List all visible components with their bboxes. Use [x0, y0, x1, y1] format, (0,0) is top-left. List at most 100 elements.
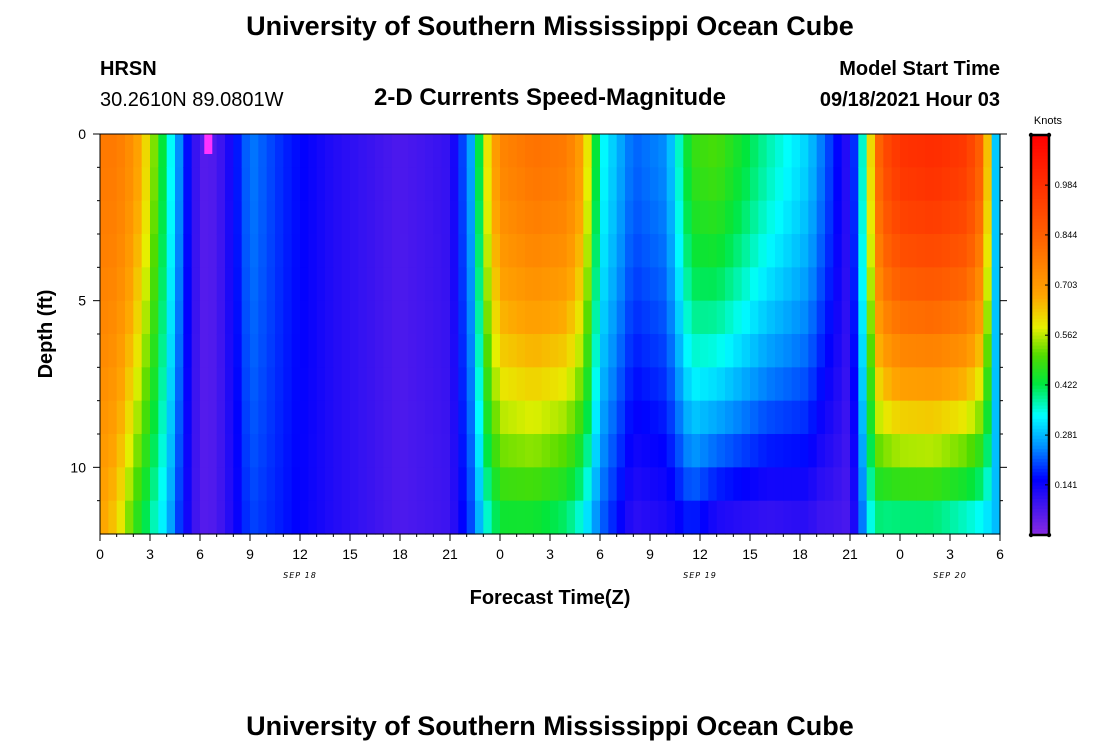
- heatmap-cell: [625, 234, 634, 268]
- colorbar-tick-label: 0.984: [1055, 180, 1078, 190]
- heatmap-cell: [100, 400, 109, 435]
- colorbar-segment: [1031, 401, 1049, 406]
- heatmap-cell: [950, 500, 959, 535]
- heatmap-cell: [866, 434, 876, 468]
- heatmap-cell: [225, 200, 234, 235]
- heatmap-cell: [308, 267, 318, 302]
- heatmap-cell: [750, 367, 759, 402]
- heatmap-cell: [250, 400, 259, 435]
- heatmap-cell: [358, 167, 368, 202]
- heatmap-cell: [416, 167, 426, 202]
- heatmap-cell: [525, 400, 534, 435]
- heatmap-cell: [191, 300, 201, 335]
- heatmap-cell: [200, 267, 209, 302]
- colorbar-segment: [1031, 335, 1049, 339]
- colorbar-segment: [1031, 525, 1049, 529]
- heatmap-cell: [500, 134, 509, 168]
- colorbar-segment: [1031, 138, 1049, 143]
- heatmap-cell: [891, 234, 901, 268]
- heatmap-cell: [341, 400, 351, 435]
- heatmap-cell: [766, 500, 776, 535]
- colorbar-segment: [1031, 251, 1049, 256]
- heatmap-cell: [433, 167, 443, 202]
- heatmap-cell: [583, 434, 593, 468]
- heatmap-cell: [491, 400, 501, 435]
- heatmap-cell: [650, 167, 659, 202]
- heatmap-cell: [883, 200, 893, 235]
- heatmap-cell: [808, 234, 818, 268]
- heatmap-cell: [316, 500, 326, 535]
- heatmap-cell: [200, 300, 209, 335]
- heatmap-cell: [541, 367, 551, 402]
- heatmap-cell: [958, 300, 968, 335]
- heatmap-cell: [600, 234, 609, 268]
- heatmap-cell: [525, 300, 534, 335]
- heatmap-cell: [733, 267, 743, 302]
- heatmap-cell: [166, 500, 176, 535]
- heatmap-cell: [725, 167, 734, 202]
- heatmap-cell: [891, 267, 901, 302]
- heatmap-cell: [350, 267, 359, 302]
- heatmap-cell: [516, 134, 526, 168]
- heatmap-cell: [133, 234, 143, 268]
- heatmap-cell: [216, 434, 226, 468]
- heatmap-cell: [783, 200, 793, 235]
- heatmap-cell: [358, 434, 368, 468]
- heatmap-cell: [950, 134, 959, 168]
- heatmap-cell: [441, 234, 451, 268]
- heatmap-cell: [208, 200, 218, 235]
- colorbar-segment: [1031, 281, 1049, 286]
- heatmap-cell: [650, 234, 659, 268]
- heatmap-cell: [925, 400, 934, 435]
- heatmap-cell: [166, 434, 176, 468]
- colorbar-segment: [1031, 438, 1049, 443]
- heatmap-cell: [825, 200, 834, 235]
- colorbar-segment: [1031, 361, 1049, 366]
- heatmap-cell: [475, 300, 484, 335]
- colorbar-segment: [1031, 348, 1049, 353]
- heatmap-cell: [991, 434, 1001, 468]
- heatmap-cell: [441, 267, 451, 302]
- heatmap-cell: [558, 300, 568, 335]
- heatmap-cell: [425, 300, 434, 335]
- heatmap-cell: [183, 134, 193, 168]
- heatmap-cell: [833, 134, 843, 168]
- heatmap-cell: [725, 234, 734, 268]
- heatmap-cell: [608, 334, 618, 368]
- heatmap-cell: [575, 234, 584, 268]
- heatmap-cell: [866, 334, 876, 368]
- heatmap-cell: [591, 200, 601, 235]
- heatmap-cell: [166, 234, 176, 268]
- heatmap-cell: [600, 300, 609, 335]
- heatmap-cell: [391, 200, 401, 235]
- colorbar-segment: [1031, 231, 1049, 236]
- heatmap-cell: [383, 200, 393, 235]
- heatmap-cell: [316, 434, 326, 468]
- heatmap-cell: [433, 300, 443, 335]
- heatmap-cell: [408, 300, 418, 335]
- heatmap-cell: [983, 234, 993, 268]
- heatmap-cell: [666, 467, 676, 502]
- heatmap-cell: [875, 167, 884, 202]
- heatmap-cell: [183, 500, 193, 535]
- heatmap-cell: [541, 167, 551, 202]
- heatmap-cell: [508, 234, 518, 268]
- heatmap-cell: [550, 134, 559, 168]
- colorbar-segment: [1031, 521, 1049, 526]
- heatmap-cell: [466, 167, 476, 202]
- heatmap-cell: [191, 167, 201, 202]
- heatmap-cell: [341, 200, 351, 235]
- heatmap-cell: [258, 334, 268, 368]
- heatmap-cell: [458, 267, 468, 302]
- heatmap-cell: [950, 167, 959, 202]
- heatmap-cell: [541, 234, 551, 268]
- heatmap-cell: [375, 367, 384, 402]
- heatmap-cell: [233, 234, 243, 268]
- heatmap-cell: [458, 334, 468, 368]
- heatmap-cell: [566, 434, 576, 468]
- heatmap-cell: [791, 434, 801, 468]
- heatmap-cell: [108, 234, 118, 268]
- heatmap-cell: [166, 467, 176, 502]
- heatmap-cell: [366, 167, 376, 202]
- heatmap-cell: [833, 367, 843, 402]
